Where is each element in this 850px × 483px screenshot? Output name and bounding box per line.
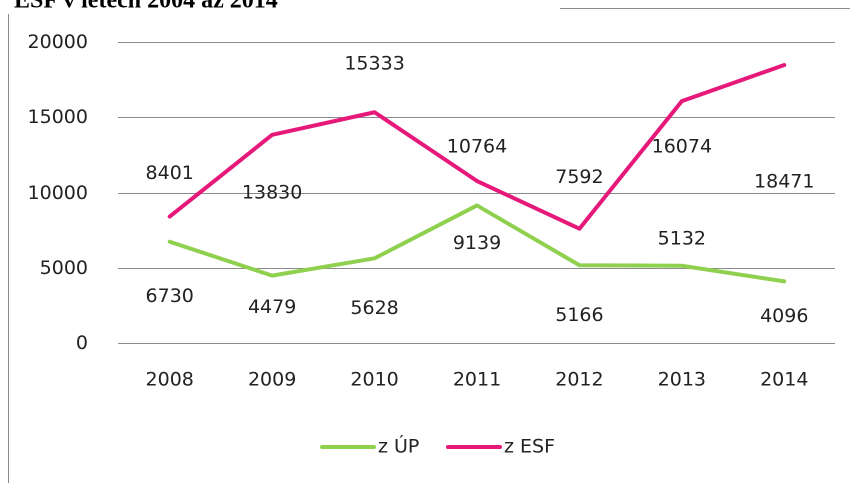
data-label: 16074 <box>652 136 712 158</box>
y-tick-label: 20000 <box>28 31 88 53</box>
data-label: 7592 <box>555 166 603 188</box>
title-bg <box>0 0 560 14</box>
data-label: 13830 <box>242 181 302 203</box>
y-tick-label: 15000 <box>28 106 88 128</box>
data-label: 5628 <box>350 297 398 319</box>
x-tick-label: 2010 <box>350 369 398 391</box>
data-label: 5132 <box>658 227 706 249</box>
data-label: 9139 <box>453 232 501 254</box>
legend-label: z ÚP <box>378 434 419 458</box>
y-tick-label: 10000 <box>28 182 88 204</box>
series-line <box>167 203 787 284</box>
x-tick-label: 2011 <box>453 369 501 391</box>
x-tick-label: 2008 <box>146 369 194 391</box>
x-tick-label: 2009 <box>248 369 296 391</box>
data-label: 4479 <box>248 296 296 318</box>
series-line <box>167 63 787 231</box>
data-label: 4096 <box>760 305 808 327</box>
x-tick-label: 2013 <box>658 369 706 391</box>
data-label: 8401 <box>146 162 194 184</box>
data-label: 18471 <box>754 171 814 193</box>
legend-label: z ESF <box>504 436 555 458</box>
y-tick-label: 5000 <box>40 257 88 279</box>
chart-title: ESF v letech 2004 až 2014 <box>14 0 278 14</box>
data-label: 10764 <box>447 136 507 158</box>
data-label: 15333 <box>344 53 404 75</box>
y-tick-label: 0 <box>76 332 88 354</box>
data-label: 5166 <box>555 304 603 326</box>
x-tick-label: 2012 <box>555 369 603 391</box>
data-label: 6730 <box>146 285 194 307</box>
x-tick-label: 2014 <box>760 369 808 391</box>
